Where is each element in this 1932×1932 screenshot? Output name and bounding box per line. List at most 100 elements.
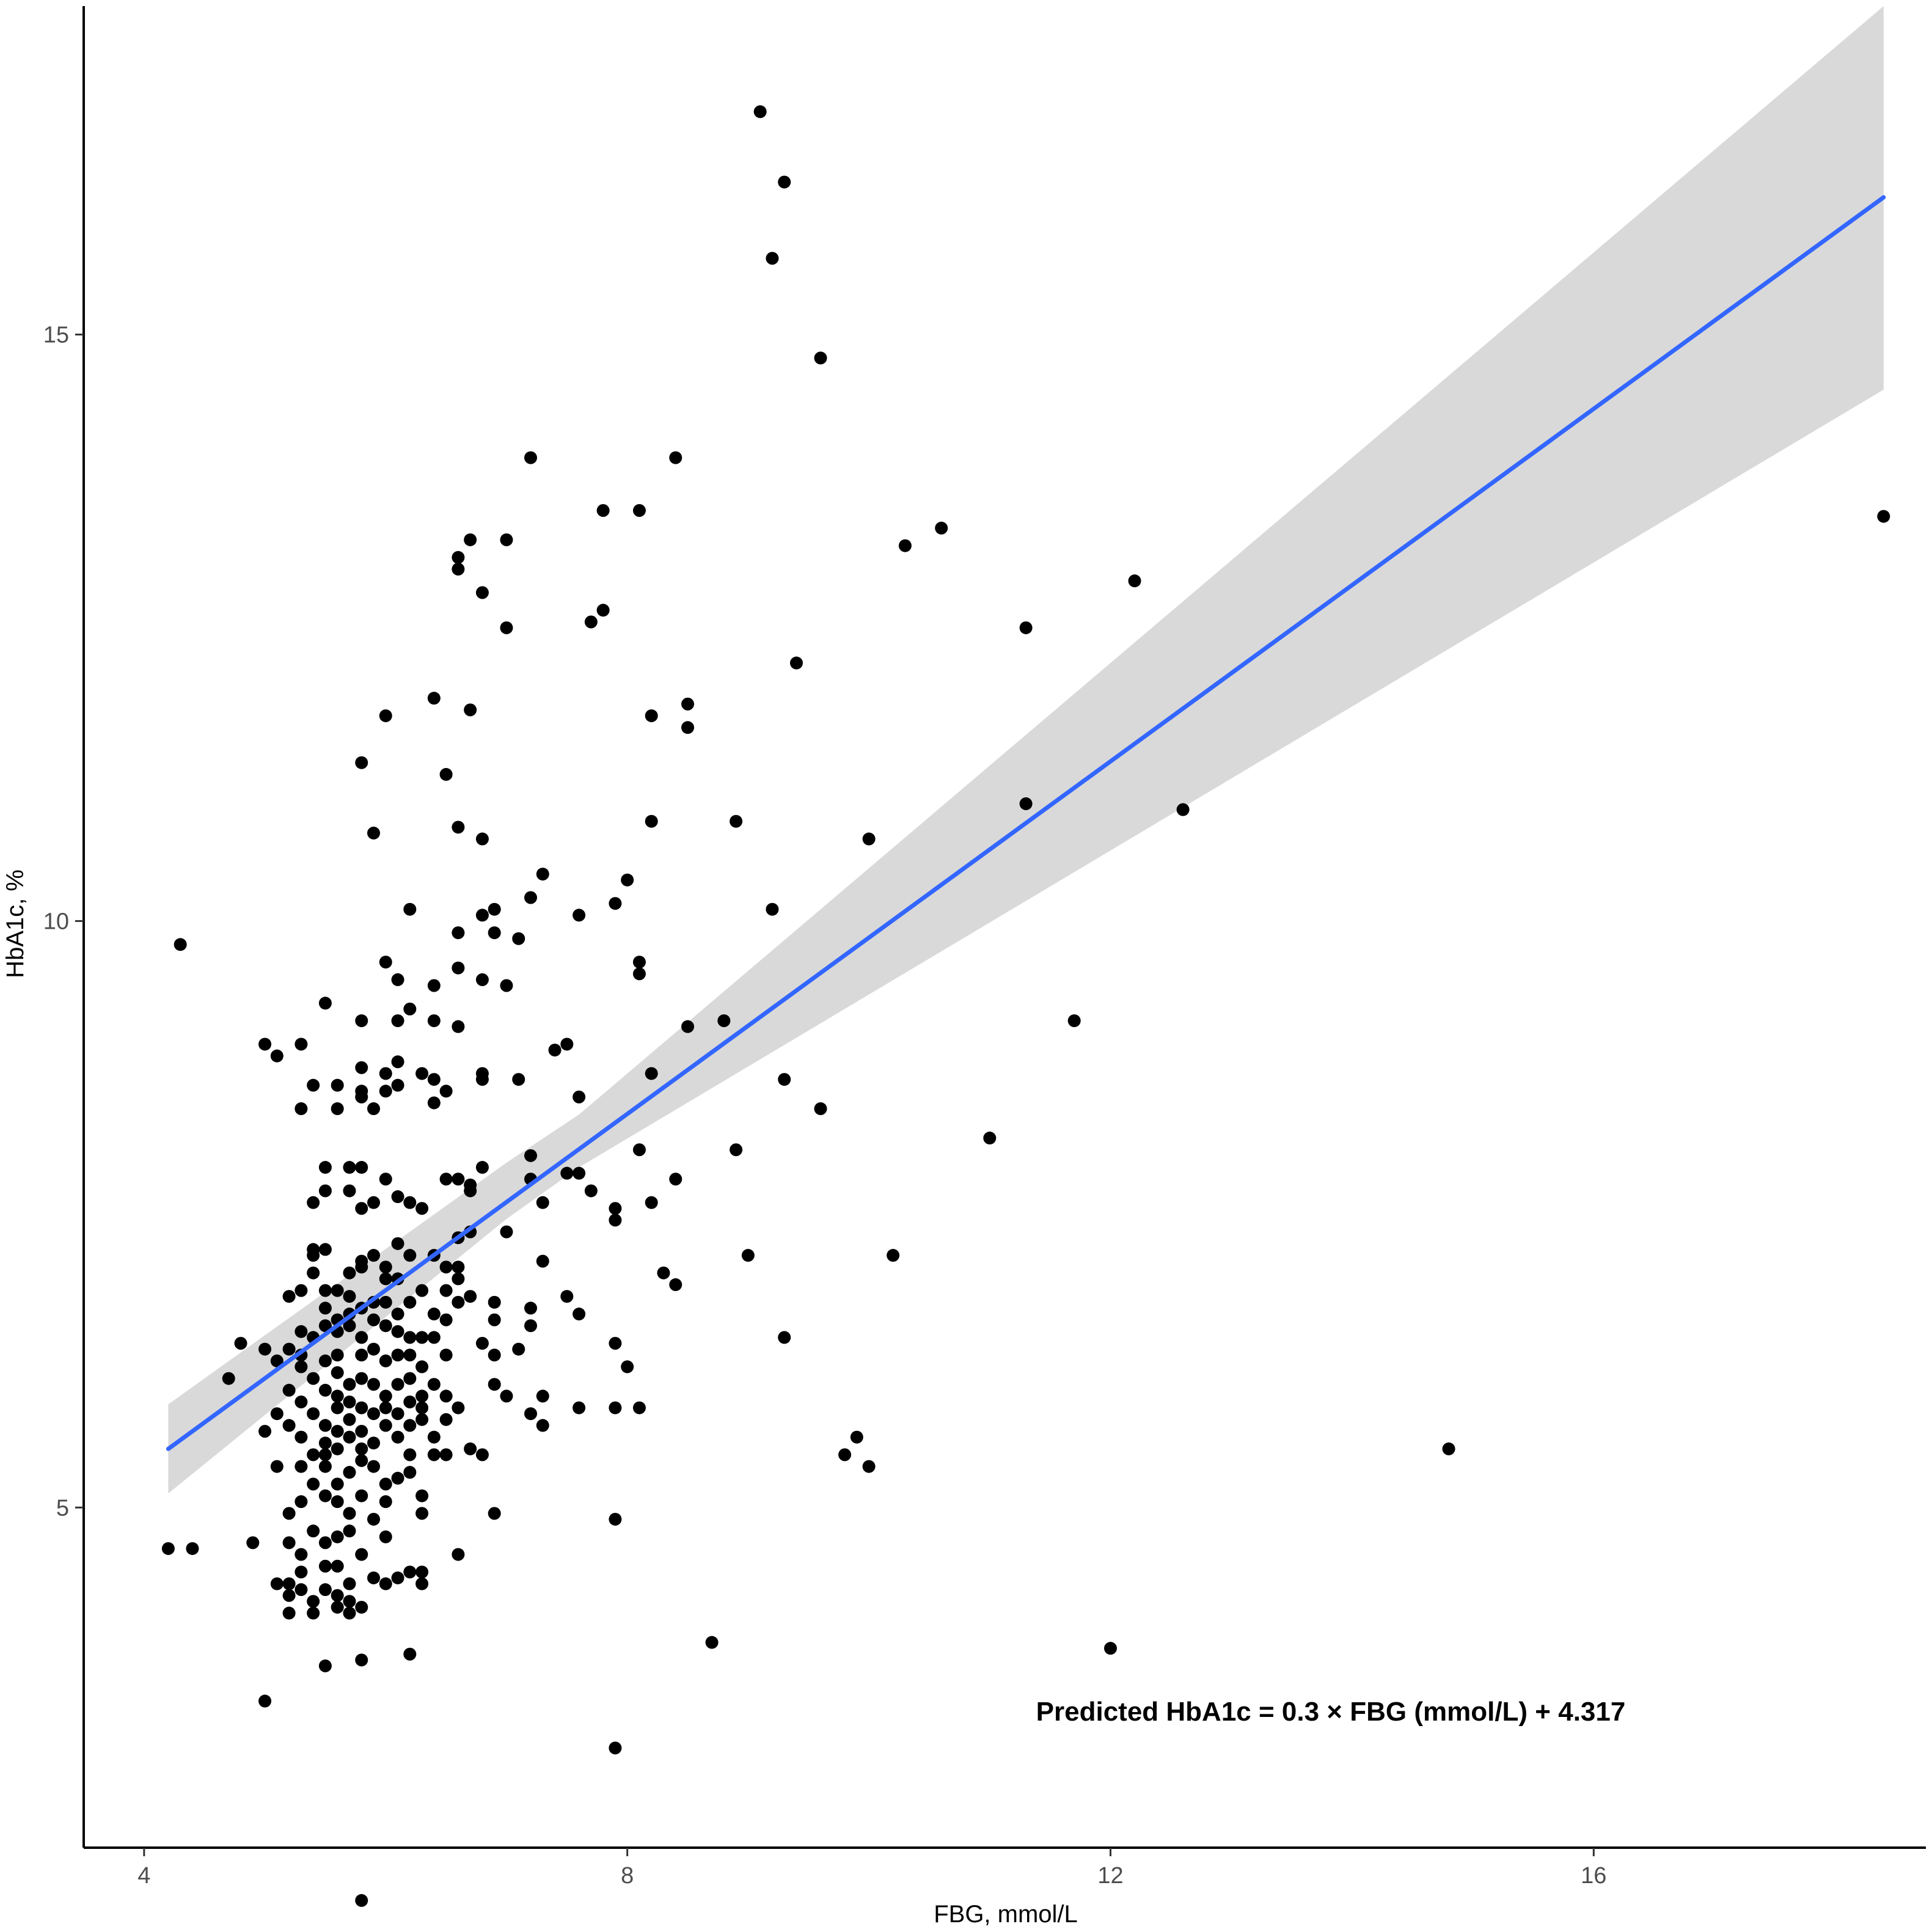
data-point xyxy=(427,1430,441,1444)
data-point xyxy=(1019,797,1033,810)
data-point xyxy=(343,1266,356,1279)
data-point xyxy=(814,351,827,365)
data-point xyxy=(403,1372,417,1385)
data-point xyxy=(367,1102,380,1116)
data-point xyxy=(331,1366,344,1380)
data-point xyxy=(282,1507,296,1520)
data-point xyxy=(270,1577,284,1590)
data-point xyxy=(379,709,392,722)
data-point xyxy=(415,1565,429,1579)
data-point xyxy=(488,926,501,940)
y-tick-label: 5 xyxy=(56,1495,69,1521)
regression-equation-annotation: Predicted HbA1c = 0.3 × FBG (mmol/L) + 4… xyxy=(1036,1697,1626,1727)
data-point xyxy=(524,1301,538,1315)
data-point xyxy=(355,1401,368,1414)
data-point xyxy=(355,1424,368,1438)
data-point xyxy=(488,1348,501,1362)
data-point xyxy=(355,1653,368,1667)
data-point xyxy=(415,1331,429,1344)
data-point xyxy=(452,562,465,576)
data-point xyxy=(488,902,501,916)
data-point xyxy=(524,1407,538,1421)
data-point xyxy=(318,1319,332,1333)
data-point xyxy=(452,1295,465,1309)
data-point xyxy=(415,1489,429,1502)
data-point xyxy=(307,1524,320,1538)
data-point xyxy=(814,1102,827,1116)
data-point xyxy=(343,1524,356,1538)
data-point xyxy=(524,891,538,904)
x-tick-label: 12 xyxy=(1097,1863,1123,1889)
data-point xyxy=(331,1389,344,1403)
data-point xyxy=(318,1383,332,1397)
data-point xyxy=(295,1430,308,1444)
data-point xyxy=(282,1342,296,1356)
data-point xyxy=(1103,1642,1117,1655)
data-point xyxy=(174,938,187,951)
data-point xyxy=(524,1319,538,1333)
data-point xyxy=(318,1460,332,1473)
data-point xyxy=(560,1037,574,1051)
data-point xyxy=(258,1342,272,1356)
data-point xyxy=(367,1436,380,1450)
data-point xyxy=(379,956,392,969)
data-point xyxy=(295,1548,308,1561)
data-point xyxy=(343,1507,356,1520)
data-point xyxy=(270,1407,284,1421)
data-point xyxy=(524,451,538,464)
data-point xyxy=(452,1272,465,1286)
data-point xyxy=(391,1055,404,1069)
data-point xyxy=(415,1507,429,1520)
data-point xyxy=(379,1530,392,1543)
data-point xyxy=(475,1448,489,1462)
data-point xyxy=(427,1378,441,1391)
data-point xyxy=(669,1278,682,1292)
data-point xyxy=(548,1044,562,1057)
axes-layer xyxy=(82,6,1926,1849)
data-point xyxy=(500,621,513,634)
data-point xyxy=(391,1190,404,1204)
data-point xyxy=(367,1342,380,1356)
data-point xyxy=(766,252,779,265)
data-point xyxy=(391,1407,404,1421)
data-point xyxy=(632,956,646,969)
data-point xyxy=(488,1313,501,1326)
data-point xyxy=(403,1196,417,1209)
data-point xyxy=(439,767,453,781)
data-point xyxy=(632,1143,646,1157)
data-point xyxy=(318,1489,332,1502)
data-point xyxy=(355,1894,368,1907)
data-point xyxy=(270,1049,284,1063)
data-point xyxy=(427,1073,441,1086)
data-point xyxy=(439,1313,453,1326)
data-point xyxy=(355,1442,368,1455)
data-point xyxy=(657,1266,670,1279)
data-point xyxy=(307,1196,320,1209)
data-point xyxy=(452,1548,465,1561)
data-point xyxy=(355,1489,368,1502)
data-point xyxy=(331,1477,344,1491)
data-point xyxy=(862,1460,876,1473)
data-point xyxy=(331,1348,344,1362)
data-point xyxy=(403,1448,417,1462)
data-point xyxy=(379,1272,392,1286)
data-point xyxy=(355,1454,368,1467)
data-point xyxy=(367,1571,380,1584)
data-point xyxy=(609,1202,622,1215)
data-point xyxy=(439,1348,453,1362)
data-point xyxy=(632,1401,646,1414)
data-point xyxy=(415,1389,429,1403)
data-point xyxy=(355,1014,368,1028)
data-point xyxy=(452,1173,465,1186)
data-point xyxy=(343,1184,356,1198)
data-point xyxy=(669,451,682,464)
data-point xyxy=(403,1002,417,1015)
data-point xyxy=(427,1448,441,1462)
data-point xyxy=(512,932,525,945)
data-point xyxy=(573,1308,586,1321)
data-point xyxy=(307,1078,320,1092)
data-point xyxy=(403,1466,417,1479)
data-point xyxy=(391,1325,404,1338)
data-point xyxy=(391,1237,404,1250)
